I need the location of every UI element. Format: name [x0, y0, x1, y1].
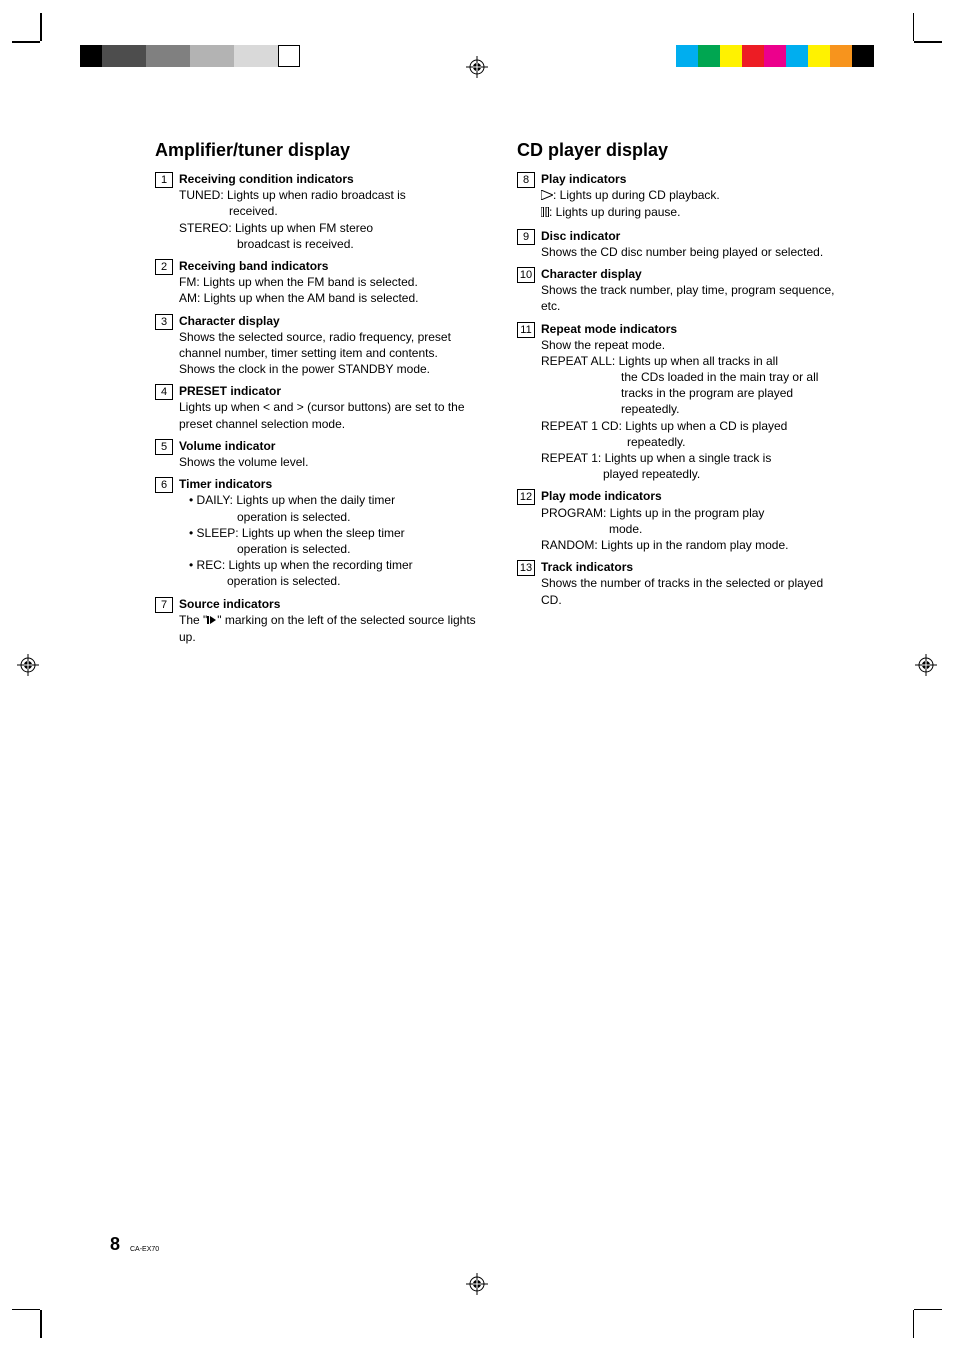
item-number-box: 13 [517, 560, 535, 576]
item-number-box: 1 [155, 172, 173, 188]
list-item: 5 Volume indicatorShows the volume level. [155, 438, 483, 470]
item-number-box: 5 [155, 439, 173, 455]
item-text: Shows the track number, play time, progr… [541, 282, 845, 314]
item-text: Shows the volume level. [179, 454, 483, 470]
item-text: TUNED: Lights up when radio broadcast is [179, 187, 483, 203]
play-triangle-icon [541, 188, 553, 204]
heading-amplifier: Amplifier/tuner display [155, 140, 483, 161]
list-item: 7 Source indicatorsThe "" marking on the … [155, 596, 483, 646]
item-title: Receiving condition indicators [179, 171, 483, 187]
item-text: PROGRAM: Lights up in the program play [541, 505, 845, 521]
list-item: 13 Track indicatorsShows the number of tr… [517, 559, 845, 608]
page-content: Amplifier/tuner display 1 Receiving condi… [155, 140, 845, 651]
item-title: Repeat mode indicators [541, 321, 845, 337]
item-title: Character display [541, 266, 845, 282]
item-text: : Lights up during CD playback. [541, 187, 845, 204]
left-column: Amplifier/tuner display 1 Receiving condi… [155, 140, 483, 651]
item-text: operation is selected. [179, 573, 483, 589]
item-title: Disc indicator [541, 228, 845, 244]
list-item: 6 Timer indicators• DAILY: Lights up when… [155, 476, 483, 589]
item-text: broadcast is received. [179, 236, 483, 252]
item-text: received. [179, 203, 483, 219]
item-title: Play indicators [541, 171, 845, 187]
item-text: REPEAT 1: Lights up when a single track … [541, 450, 845, 466]
item-text: REPEAT ALL: Lights up when all tracks in… [541, 353, 845, 369]
registration-mark-icon [466, 56, 488, 78]
item-title: Receiving band indicators [179, 258, 483, 274]
item-text: : Lights up during pause. [541, 204, 845, 221]
registration-mark-icon [466, 1273, 488, 1295]
list-item: 9 Disc indicatorShows the CD disc number … [517, 228, 845, 260]
item-text: operation is selected. [179, 509, 483, 525]
item-text: Shows the clock in the power STANDBY mod… [179, 361, 483, 377]
item-text: Shows the CD disc number being played or… [541, 244, 845, 260]
item-text: AM: Lights up when the AM band is select… [179, 290, 483, 306]
item-text: Shows the selected source, radio frequen… [179, 329, 483, 361]
item-text: The "" marking on the left of the select… [179, 612, 483, 645]
item-number-box: 12 [517, 489, 535, 505]
item-text: played repeatedly. [541, 466, 845, 482]
play-marker-icon [207, 613, 217, 629]
list-item: 2 Receiving band indicatorsFM: Lights up … [155, 258, 483, 307]
item-number-box: 10 [517, 267, 535, 283]
item-text: repeatedly. [541, 434, 845, 450]
heading-cd: CD player display [517, 140, 845, 161]
item-text: STEREO: Lights up when FM stereo [179, 220, 483, 236]
right-column: CD player display 8Play indicators: Ligh… [517, 140, 845, 651]
item-text: FM: Lights up when the FM band is select… [179, 274, 483, 290]
registration-mark-icon [17, 654, 39, 676]
list-item: 8 Play indicators: Lights up during CD pl… [517, 171, 845, 222]
item-number-box: 6 [155, 477, 173, 493]
item-title: Timer indicators [179, 476, 483, 492]
registration-mark-icon [915, 654, 937, 676]
footer-model: CA-EX70 [130, 1246, 159, 1253]
item-text: • SLEEP: Lights up when the sleep timer [179, 525, 483, 541]
item-text: Shows the number of tracks in the select… [541, 575, 845, 607]
item-text: operation is selected. [179, 541, 483, 557]
item-text: mode. [541, 521, 845, 537]
list-item: 10 Character displayShows the track numbe… [517, 266, 845, 315]
item-text: Show the repeat mode. [541, 337, 845, 353]
list-item: 3 Character displayShows the selected sou… [155, 313, 483, 378]
item-title: Volume indicator [179, 438, 483, 454]
item-text: • DAILY: Lights up when the daily timer [179, 492, 483, 508]
item-number-box: 9 [517, 229, 535, 245]
item-text: REPEAT 1 CD: Lights up when a CD is play… [541, 418, 845, 434]
item-text: RANDOM: Lights up in the random play mod… [541, 537, 845, 553]
pause-bars-icon [541, 205, 549, 221]
item-title: PRESET indicator [179, 383, 483, 399]
item-number-box: 4 [155, 384, 173, 400]
list-item: 11 Repeat mode indicatorsShow the repeat … [517, 321, 845, 483]
color-bars-cmyk [676, 45, 874, 67]
item-text: • REC: Lights up when the recording time… [179, 557, 483, 573]
item-text: Lights up when < and > (cursor buttons) … [179, 399, 483, 431]
list-item: 12 Play mode indicatorsPROGRAM: Lights up… [517, 488, 845, 553]
item-number-box: 3 [155, 314, 173, 330]
item-title: Character display [179, 313, 483, 329]
list-item: 1 Receiving condition indicatorsTUNED: Li… [155, 171, 483, 252]
list-item: 4 PRESET indicatorLights up when < and > … [155, 383, 483, 432]
item-text: the CDs loaded in the main tray or all t… [541, 369, 845, 418]
color-bars-grayscale [80, 45, 300, 67]
item-title: Track indicators [541, 559, 845, 575]
item-number-box: 7 [155, 597, 173, 613]
item-number-box: 2 [155, 259, 173, 275]
item-title: Source indicators [179, 596, 483, 612]
item-number-box: 11 [517, 322, 535, 338]
page-number: 8 [110, 1234, 120, 1255]
item-number-box: 8 [517, 172, 535, 188]
item-title: Play mode indicators [541, 488, 845, 504]
